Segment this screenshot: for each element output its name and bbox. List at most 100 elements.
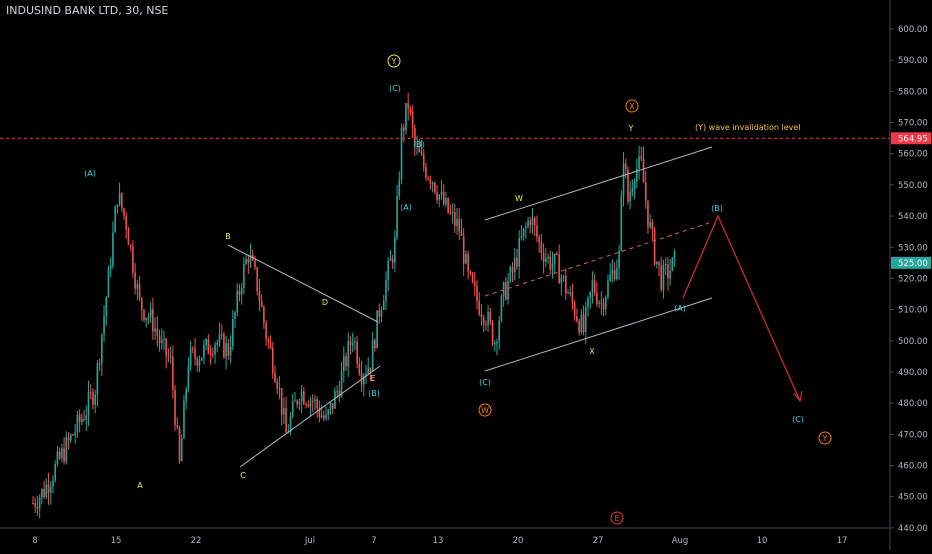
candle-body: [487, 312, 489, 326]
candle-body: [416, 145, 418, 147]
candle-body: [318, 408, 321, 418]
price-tick-label: 550.00: [898, 181, 928, 191]
candle-body: [640, 156, 643, 159]
candle-body: [132, 246, 134, 273]
candle-body: [169, 356, 172, 358]
candle-body: [522, 228, 525, 237]
candle-body: [656, 261, 658, 265]
candle-body: [358, 363, 361, 373]
time-axis[interactable]: 8 15 22 Jul 7 13 20 27 Aug 10 17: [0, 527, 890, 546]
price-tick-label: 490.00: [898, 368, 928, 378]
candle-body: [78, 414, 81, 422]
candle-body: [482, 317, 485, 325]
candle-body: [196, 358, 199, 366]
candle-body: [38, 497, 41, 509]
candle-body: [611, 269, 614, 275]
candle-body: [349, 341, 352, 346]
candle-body: [378, 310, 381, 317]
candle-body: [374, 340, 376, 349]
wave-label: (B): [711, 204, 723, 213]
candle-body: [600, 302, 603, 304]
channel-upper-line: [484, 146, 713, 221]
candle-body: [41, 489, 43, 498]
candle-body: [129, 244, 132, 247]
candle-body: [591, 280, 594, 293]
candle-body: [447, 198, 449, 213]
time-tick-label: 15: [111, 536, 122, 546]
candle-body: [644, 182, 647, 201]
candle-body: [263, 306, 265, 324]
candle-body: [172, 356, 174, 390]
candle-body: [49, 486, 52, 493]
candle-body: [627, 169, 629, 202]
candle-body: [136, 283, 139, 289]
candle-body: [454, 211, 456, 226]
candle-body: [505, 282, 507, 300]
candle-body: [471, 273, 474, 282]
candle-body: [305, 404, 307, 406]
projection-path: [682, 214, 801, 402]
candle-body: [438, 194, 441, 200]
candle-body: [476, 286, 478, 301]
candle-body: [245, 259, 247, 265]
candle-body: [107, 268, 110, 298]
candle-body: [400, 127, 403, 180]
candle-body: [260, 300, 263, 307]
candle-body: [545, 258, 547, 262]
candle-body: [396, 196, 398, 238]
candle-body: [223, 334, 225, 358]
candle-body: [642, 158, 645, 183]
candle-body: [123, 208, 125, 216]
candle-body: [256, 267, 259, 292]
candle-body: [569, 292, 572, 294]
candle-body: [531, 217, 534, 226]
candle-body: [323, 415, 325, 419]
candle-body: [533, 217, 536, 226]
candle-body: [307, 404, 310, 407]
candle-body: [414, 127, 416, 146]
candle-body: [418, 145, 421, 153]
candle-body: [589, 292, 592, 298]
candle-body: [85, 415, 88, 421]
candle-body: [92, 392, 94, 405]
candle-body: [485, 324, 487, 326]
candle-body: [218, 334, 221, 343]
candle-body: [473, 281, 476, 287]
candle-body: [303, 391, 305, 405]
candle-body: [125, 215, 128, 230]
candle-body: [542, 253, 545, 262]
candle-body: [225, 343, 227, 358]
candle-body: [500, 296, 503, 321]
wave-label: E: [370, 374, 375, 383]
candle-body: [529, 220, 532, 226]
candle-body: [562, 275, 565, 278]
candle-body: [145, 317, 148, 321]
candle-body: [356, 341, 358, 364]
time-tick-label: 20: [513, 536, 524, 546]
price-axis[interactable]: 440.00 450.00 460.00 470.00 480.00 490.00 500.…: [889, 0, 931, 550]
circled-wave-ring: [818, 431, 832, 445]
candle-body: [502, 282, 505, 297]
candle-body: [212, 354, 214, 356]
candle-body: [367, 367, 370, 374]
candle-body: [240, 287, 243, 295]
candle-body: [351, 342, 354, 346]
candle-body: [516, 257, 518, 267]
price-tick-label: 530.00: [898, 243, 928, 253]
candle-body: [96, 363, 99, 395]
candle-body: [425, 166, 427, 179]
candle-body: [294, 400, 296, 402]
candle-series: [32, 92, 676, 519]
candle-body: [507, 281, 509, 300]
candle-body: [52, 480, 54, 487]
price-tick-label: 470.00: [898, 430, 928, 440]
candle-body: [194, 349, 196, 359]
triangle-upper-line: [227, 244, 379, 323]
candle-body: [660, 265, 663, 290]
invalidation-note: (Y) wave invalidation level: [695, 123, 801, 132]
candle-body: [54, 463, 56, 481]
candle-body: [465, 253, 467, 264]
candle-body: [280, 387, 283, 415]
